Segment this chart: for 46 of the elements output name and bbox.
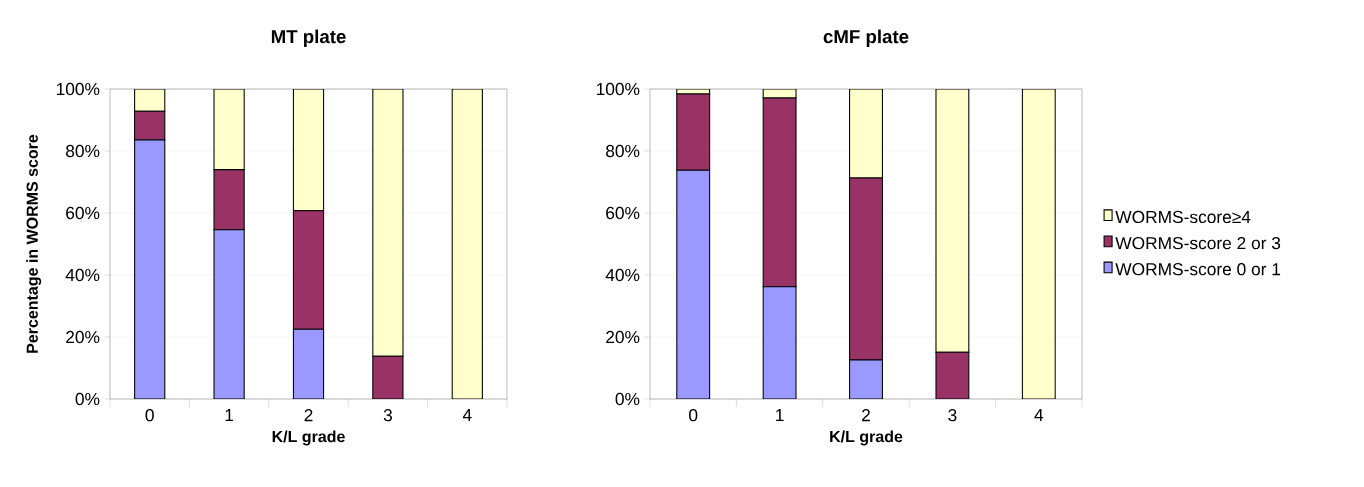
legend-label: WORMS-score 0 or 1 <box>1115 263 1281 276</box>
y-tick-label: 100% <box>596 82 640 96</box>
y-tick-label: 20% <box>606 330 640 344</box>
x-tick-label: 3 <box>383 409 392 422</box>
x-tick-label: 2 <box>304 409 313 422</box>
y-tick-label: 0% <box>615 392 640 406</box>
legend-label: WORMS-score 2 or 3 <box>1115 236 1281 250</box>
bar <box>849 359 883 399</box>
y-tick-label: 80% <box>606 144 640 158</box>
bar <box>213 229 245 399</box>
x-tick-label: 4 <box>1034 409 1044 421</box>
x-tick-label: 1 <box>776 409 784 421</box>
bar <box>213 169 245 231</box>
bar <box>676 93 711 171</box>
bar <box>1021 89 1056 399</box>
bar <box>134 139 166 399</box>
chart-title: MT plate <box>271 29 346 47</box>
x-tick-label: 3 <box>948 409 957 422</box>
y-tick-label: 0% <box>75 392 100 406</box>
bar <box>451 89 483 399</box>
x-tick-label: 4 <box>462 409 472 421</box>
y-tick-label: 100% <box>56 82 100 96</box>
bar <box>292 328 325 399</box>
bar <box>762 97 797 288</box>
bar <box>676 169 711 399</box>
y-tick-label: 80% <box>66 144 100 158</box>
bar <box>849 177 883 361</box>
y-tick-label: 40% <box>605 268 640 282</box>
y-tick-label: 40% <box>65 268 100 282</box>
x-tick-label: 2 <box>862 409 870 422</box>
x-tick-label: 0 <box>145 409 154 422</box>
legend-label: WORMS-score≥4 <box>1115 210 1251 224</box>
chart-title: cMF plate <box>823 29 909 47</box>
bar <box>762 286 797 399</box>
bar <box>134 110 166 141</box>
bar <box>935 351 970 399</box>
x-tick-label: 1 <box>225 409 234 421</box>
bar <box>292 210 325 330</box>
y-tick-label: 60% <box>606 206 640 220</box>
x-tick-label: 0 <box>689 409 698 422</box>
x-axis-title: K/L grade <box>272 430 345 446</box>
y-tick-label: 60% <box>66 206 100 220</box>
y-tick-label: 20% <box>66 330 100 344</box>
y-axis-title: Percentage in WORMS score <box>26 134 42 353</box>
bar <box>372 355 404 399</box>
x-axis-title: K/L grade <box>830 430 903 446</box>
